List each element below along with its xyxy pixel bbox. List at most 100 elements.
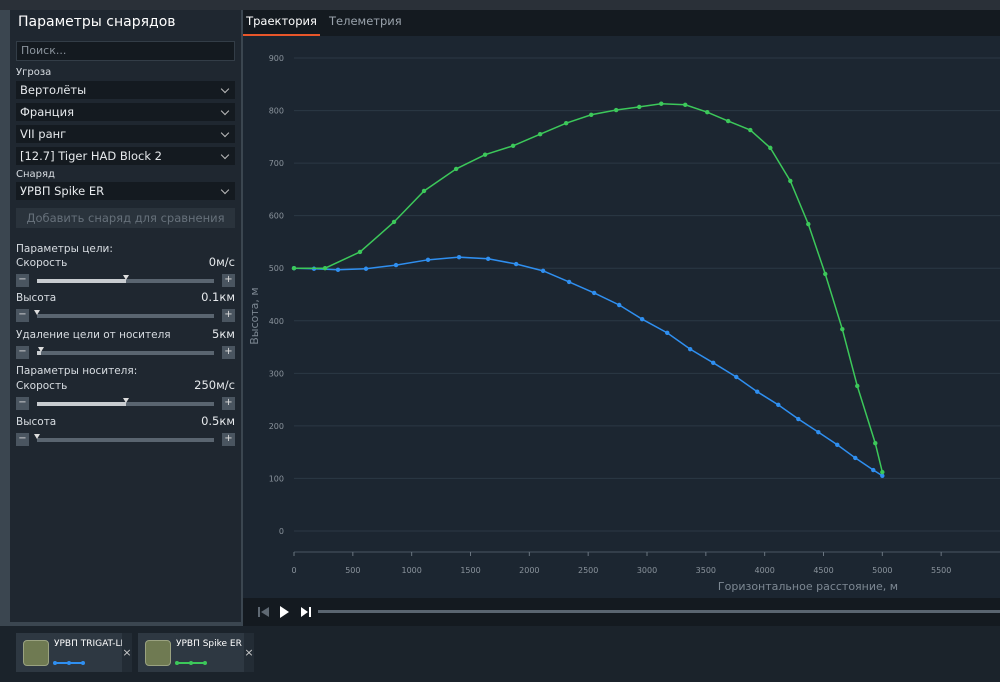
point [823,271,828,277]
point [639,316,645,322]
point [806,221,811,227]
play-button[interactable] [280,606,289,618]
point [456,254,462,260]
slider-fill [37,402,126,406]
rewind-button[interactable] [258,607,269,617]
point [453,166,459,172]
y-tick-label: 700 [269,159,284,168]
point [880,469,885,475]
dropdown[interactable]: [12.7] Tiger HAD Block 2 [16,147,235,165]
y-tick-label: 300 [269,369,284,378]
slider-track[interactable] [37,398,214,406]
legend-dot [81,661,85,665]
legend-label: УРВП Spike ER [176,639,242,649]
point [591,290,597,296]
point [485,256,491,261]
point [776,402,781,408]
minus-button[interactable]: − [16,433,29,446]
line [294,102,884,473]
tab-bar [243,10,1000,36]
point [425,257,431,263]
plus-button[interactable]: + [222,346,235,359]
point [659,101,664,106]
legend-dot [67,661,71,665]
slider-track[interactable] [37,275,214,283]
slider-label: Скорость [16,380,68,392]
dropdown[interactable]: Франция [16,103,235,121]
slider-label: Высота [16,416,57,428]
plus-button[interactable]: + [222,433,235,446]
slider-track[interactable] [34,310,214,318]
x-tick-label: 3500 [696,566,716,575]
point [880,473,885,479]
slider-value: 250м/с [194,378,235,392]
point [291,266,297,271]
dropdown[interactable]: VII ранг [16,125,235,143]
plus-button[interactable]: + [222,397,235,410]
point [687,346,693,352]
next-button[interactable] [301,607,311,617]
point [421,188,427,194]
point [873,441,878,446]
y-axis-label: Высота, м [248,287,261,344]
slider-track[interactable] [34,434,214,442]
x-tick-label: 1000 [401,566,421,575]
slider-fill [37,351,41,355]
slider-thumb [122,398,129,403]
minus-button[interactable]: − [16,309,29,322]
slider-label: Скорость [16,257,68,269]
plus-button[interactable]: + [222,309,235,322]
minus-button[interactable]: − [16,346,29,359]
legend-label: УРВП TRIGAT-LR [54,639,127,649]
progress-track[interactable] [318,610,1000,613]
label: Снаряд [16,169,55,180]
point [563,120,569,126]
dropdown[interactable]: Вертолёты [16,81,235,99]
legend-dot [189,661,193,665]
add-button[interactable]: Добавить снаряд для сравнения [16,208,235,228]
legend-dot [175,661,179,665]
close-button[interactable]: × [122,633,132,672]
point [788,178,793,184]
minus-button[interactable]: − [16,274,29,287]
slider-track[interactable] [37,347,214,355]
point [482,152,488,157]
slider-thumb [122,275,129,280]
slider-label: Высота [16,292,57,304]
point [637,104,642,110]
plus-button[interactable]: + [222,274,235,287]
point [393,262,399,268]
point [853,455,858,461]
point [566,279,572,285]
point [711,360,716,366]
plot-bg [243,36,1000,598]
x-tick-label: 0 [291,566,296,575]
x-tick-label: 2500 [578,566,598,575]
x-tick-label: 3000 [637,566,657,575]
slider-value: 0.5км [201,414,235,428]
tab[interactable]: Телеметрия [329,14,402,28]
section-label: Параметры цели: [16,243,113,255]
legend-card[interactable]: УРВП TRIGAT-LR [16,633,132,672]
close-button[interactable]: × [244,633,254,672]
minus-button[interactable]: − [16,397,29,410]
point [725,118,731,124]
point [855,383,860,389]
y-tick-label: 400 [269,317,284,326]
point [705,109,710,115]
y-tick-label: 500 [269,264,284,273]
y-tick-label: 0 [279,527,284,536]
dropdown[interactable]: УРВП Spike ER [16,182,235,200]
legend-card[interactable]: УРВП Spike ER [138,633,254,672]
point [871,467,876,473]
x-axis-label: Горизонтальное расстояние, м [718,580,898,593]
legend-swatch [175,661,207,665]
point [734,374,739,380]
search-box[interactable]: Поиск... [16,41,235,61]
point [796,416,801,422]
point [363,266,369,271]
point [665,330,670,336]
x-tick-label: 4000 [754,566,774,575]
tab[interactable]: Траектория [243,10,320,36]
section-label: Параметры носителя: [16,365,138,377]
